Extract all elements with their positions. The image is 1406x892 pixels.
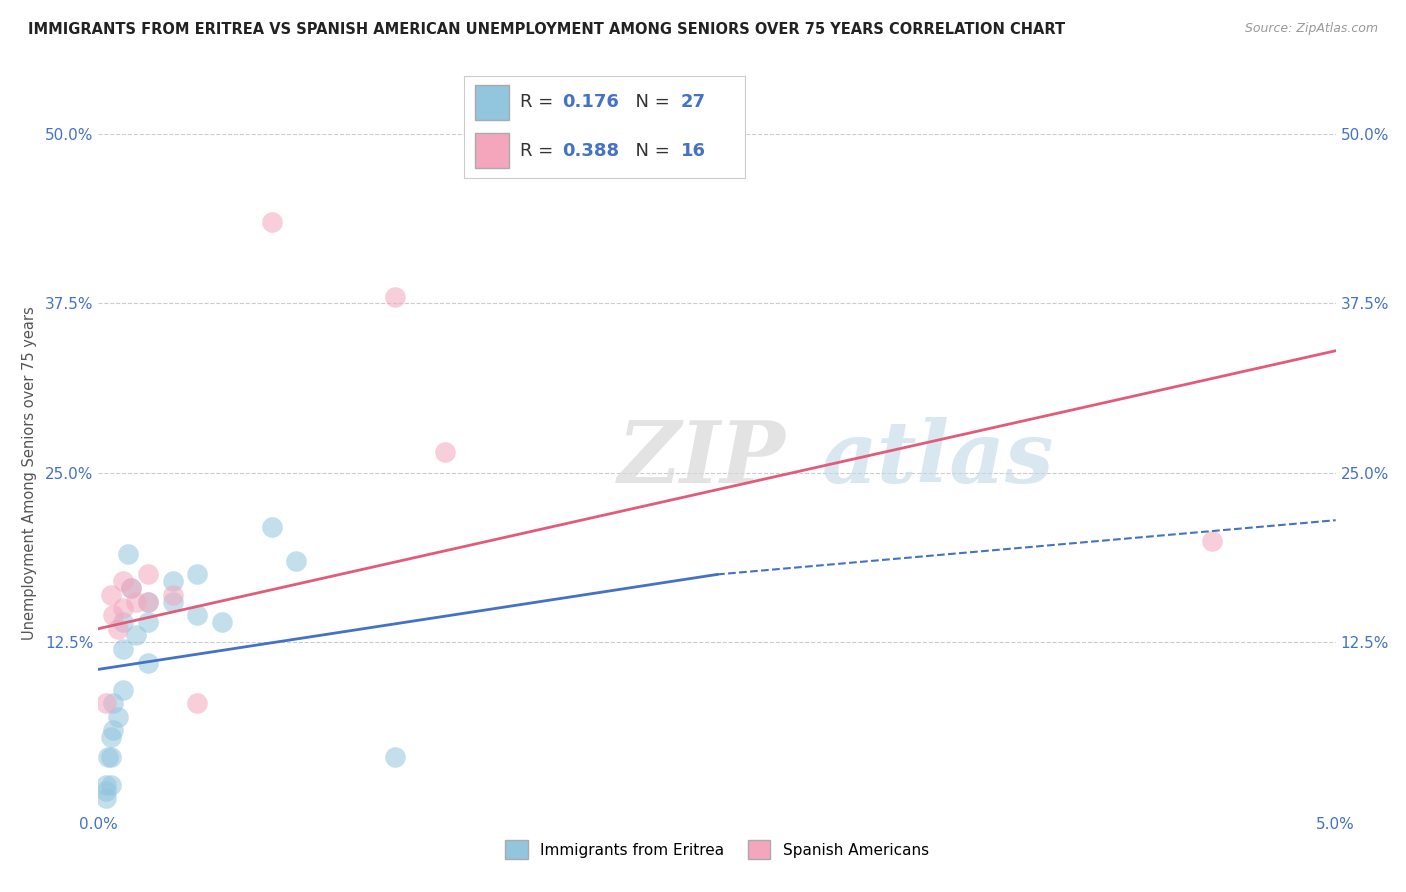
Point [120,581,142,595]
Point [112,615,135,629]
Text: 27: 27 [681,94,706,112]
Point [162,574,184,589]
Point [103,723,125,738]
Point [94,791,117,805]
Point [162,594,184,608]
Point [433,445,456,459]
Point [1201,533,1223,548]
Point [100,730,122,744]
Point [112,682,135,697]
Point [136,656,159,670]
Point [136,594,159,608]
Legend: Immigrants from Eritrea, Spanish Americans: Immigrants from Eritrea, Spanish America… [499,834,935,865]
Text: 16: 16 [681,142,706,160]
Point [186,608,208,623]
Point [94,778,117,792]
FancyBboxPatch shape [475,85,509,120]
Point [117,547,139,561]
Point [136,594,159,608]
Text: R =: R = [520,142,560,160]
FancyBboxPatch shape [475,133,509,168]
Text: 0.388: 0.388 [562,142,620,160]
Point [384,289,406,303]
Point [100,778,122,792]
Y-axis label: Unemployment Among Seniors over 75 years: Unemployment Among Seniors over 75 years [21,306,37,640]
Point [124,628,146,642]
Point [94,784,117,798]
Point [186,567,208,582]
Text: N =: N = [624,142,676,160]
Text: IMMIGRANTS FROM ERITREA VS SPANISH AMERICAN UNEMPLOYMENT AMONG SENIORS OVER 75 Y: IMMIGRANTS FROM ERITREA VS SPANISH AMERI… [28,22,1066,37]
Text: N =: N = [624,94,676,112]
Point [97,750,120,764]
Point [260,215,283,229]
Point [384,750,406,764]
Point [260,520,283,534]
Point [103,608,125,623]
Point [107,710,129,724]
Point [107,622,129,636]
Point [100,750,122,764]
Text: atlas: atlas [823,417,1054,501]
Point [162,588,184,602]
Point [120,581,142,595]
Point [100,588,122,602]
Point [94,696,117,710]
Text: R =: R = [520,94,560,112]
Text: Source: ZipAtlas.com: Source: ZipAtlas.com [1244,22,1378,36]
Point [112,642,135,657]
Point [103,696,125,710]
Text: ZIP: ZIP [619,417,786,501]
Text: 0.176: 0.176 [562,94,619,112]
Point [112,574,135,589]
Point [136,567,159,582]
Point [186,696,208,710]
Point [112,601,135,615]
Point [211,615,233,629]
Point [124,594,146,608]
Point [136,615,159,629]
Point [285,554,308,568]
